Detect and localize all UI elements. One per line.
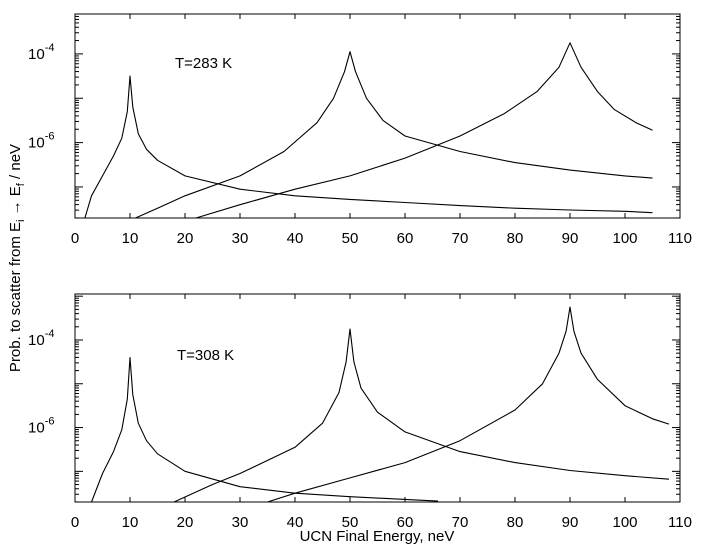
x-axis-label: UCN Final Energy, neV bbox=[300, 528, 455, 545]
x-tick-label: 80 bbox=[507, 514, 524, 531]
x-tick-label: 100 bbox=[612, 230, 637, 247]
x-tick-label: 90 bbox=[562, 514, 579, 531]
x-tick-label: 60 bbox=[397, 514, 414, 531]
x-tick-label: 20 bbox=[177, 230, 194, 247]
x-tick-label: 20 bbox=[177, 514, 194, 531]
x-tick-label: 80 bbox=[507, 230, 524, 247]
x-tick-label: 30 bbox=[232, 230, 249, 247]
x-tick-label: 110 bbox=[668, 230, 692, 247]
temperature-annotation-bottom: T=308 K bbox=[177, 347, 234, 364]
x-tick-label: 90 bbox=[562, 230, 579, 247]
x-ticks-top: 0 10 20 30 40 50 60 70 80 90 100 110 bbox=[71, 14, 692, 247]
panel-bottom: 0 10 20 30 40 50 60 70 80 90 100 110 10-4 10-6 T=308… bbox=[28, 293, 692, 531]
y-ticks-bottom: 10-4 10-6 bbox=[28, 295, 680, 503]
x-tick-label: 40 bbox=[287, 514, 304, 531]
y-tick-label: 10-4 bbox=[28, 42, 54, 63]
x-tick-label: 10 bbox=[122, 514, 139, 531]
series-line-peak-10 bbox=[90, 356, 439, 503]
x-tick-label: 40 bbox=[287, 230, 304, 247]
y-tick-label: 10-4 bbox=[28, 328, 54, 349]
series-line-peak-10 bbox=[84, 75, 653, 219]
x-ticks-bottom: 0 10 20 30 40 50 60 70 80 90 100 110 bbox=[71, 294, 692, 531]
series-line-peak-50 bbox=[135, 51, 653, 219]
x-tick-label: 60 bbox=[397, 230, 414, 247]
y-tick-label: 10-6 bbox=[28, 131, 54, 152]
x-tick-label: 0 bbox=[71, 514, 79, 531]
x-tick-label: 10 bbox=[122, 230, 139, 247]
y-axis-label: Prob. to scatter from Ei → Ef / neV bbox=[7, 144, 27, 372]
x-tick-label: 30 bbox=[232, 514, 249, 531]
x-tick-label: 70 bbox=[452, 230, 469, 247]
series-line-peak-90 bbox=[195, 42, 653, 219]
x-tick-label: 0 bbox=[71, 230, 79, 247]
x-tick-label: 50 bbox=[342, 230, 359, 247]
series-line-peak-90 bbox=[267, 306, 670, 503]
series-line-peak-50 bbox=[173, 328, 670, 503]
panel-top: 0 10 20 30 40 50 60 70 80 90 100 110 10-4 10-6 T=283… bbox=[28, 13, 692, 247]
curves-bottom bbox=[90, 306, 670, 503]
y-tick-label: 10-6 bbox=[28, 416, 54, 437]
y-ticks-top: 10-4 10-6 bbox=[28, 15, 680, 219]
x-tick-label: 70 bbox=[452, 514, 469, 531]
x-tick-label: 50 bbox=[342, 514, 359, 531]
x-tick-label: 100 bbox=[612, 514, 637, 531]
plot-frame-top bbox=[74, 13, 681, 219]
temperature-annotation-top: T=283 K bbox=[175, 55, 232, 72]
curves-top bbox=[84, 42, 653, 219]
plot-frame-bottom bbox=[74, 293, 681, 503]
x-tick-label: 110 bbox=[668, 514, 692, 531]
